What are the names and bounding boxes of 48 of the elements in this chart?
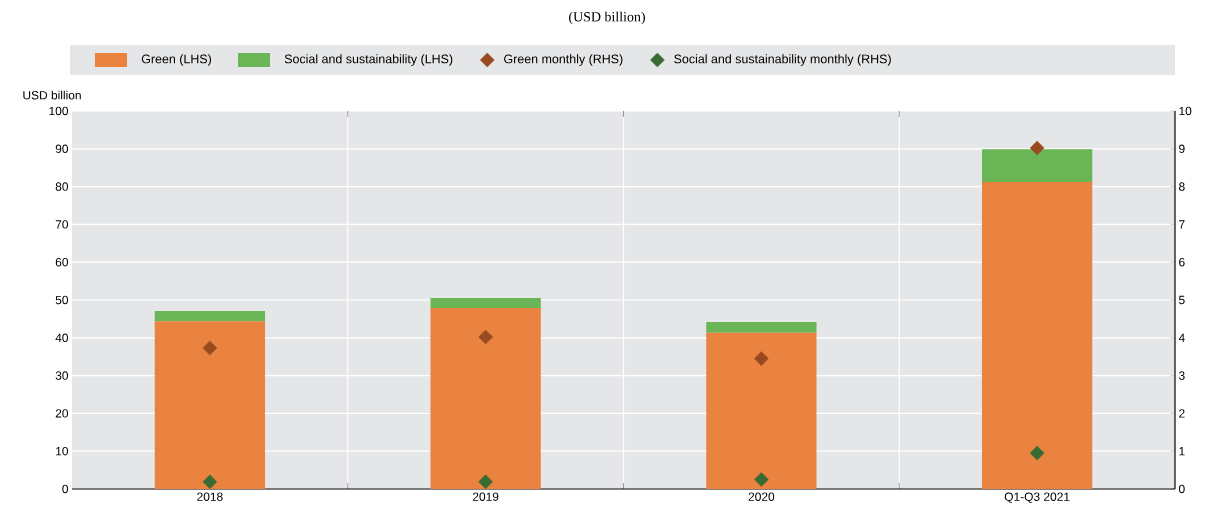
x-tick-label: Q1-Q3 2021 xyxy=(1004,492,1070,504)
point xyxy=(478,474,493,490)
y-tick-label: 100 xyxy=(49,106,69,116)
x-tick-label: 2019 xyxy=(472,492,499,501)
y-tick-label: 0 xyxy=(62,484,69,494)
y2-tick-label: 10 xyxy=(1179,106,1192,116)
chart-subtitle: (USD billion) xyxy=(569,11,645,25)
bar xyxy=(981,182,1093,489)
bar xyxy=(981,149,1093,183)
bar xyxy=(430,298,541,308)
point xyxy=(202,340,218,356)
y-tick-label: 40 xyxy=(55,333,69,343)
y2-tick-label: 4 xyxy=(1178,333,1185,342)
bar xyxy=(706,332,817,489)
y2-tick-label: 0 xyxy=(1178,484,1185,494)
y-tick-label: 50 xyxy=(55,295,69,305)
y2-tick-label: 6 xyxy=(1179,257,1185,267)
y2-tick-label: 8 xyxy=(1179,182,1185,191)
legend-label: Social and sustainability monthly (RHS) xyxy=(674,54,891,66)
point xyxy=(754,472,769,487)
y-tick-label: 20 xyxy=(55,409,69,418)
point xyxy=(1029,445,1045,461)
y-tick-label: 30 xyxy=(55,371,69,380)
legend-label: Social and sustainability (LHS) xyxy=(284,54,453,66)
y-tick-label: 70 xyxy=(55,220,69,229)
y-tick-label: 10 xyxy=(56,446,69,456)
bar xyxy=(154,321,266,489)
point xyxy=(202,474,218,490)
bar xyxy=(706,321,817,333)
x-tick-label: 2018 xyxy=(197,492,223,501)
y2-tick-label: 2 xyxy=(1179,409,1185,418)
x-tick-label: 2020 xyxy=(748,492,775,501)
y2-tick-label: 3 xyxy=(1178,371,1185,380)
y2-tick-label: 1 xyxy=(1179,447,1185,456)
y-tick-label: 80 xyxy=(55,182,69,191)
legend-label: Green monthly (RHS) xyxy=(504,54,623,66)
y-axis-title: USD billion xyxy=(23,90,81,100)
legend-label: Green (LHS) xyxy=(141,54,212,66)
bar xyxy=(430,307,541,489)
bar xyxy=(154,310,266,322)
y2-tick-label: 9 xyxy=(1179,144,1185,154)
point xyxy=(754,351,769,366)
y2-tick-label: 5 xyxy=(1179,295,1185,305)
y-tick-label: 90 xyxy=(55,144,69,154)
y-tick-label: 60 xyxy=(55,257,69,267)
y2-tick-label: 7 xyxy=(1179,220,1185,229)
point xyxy=(1029,140,1045,156)
point xyxy=(478,329,493,345)
